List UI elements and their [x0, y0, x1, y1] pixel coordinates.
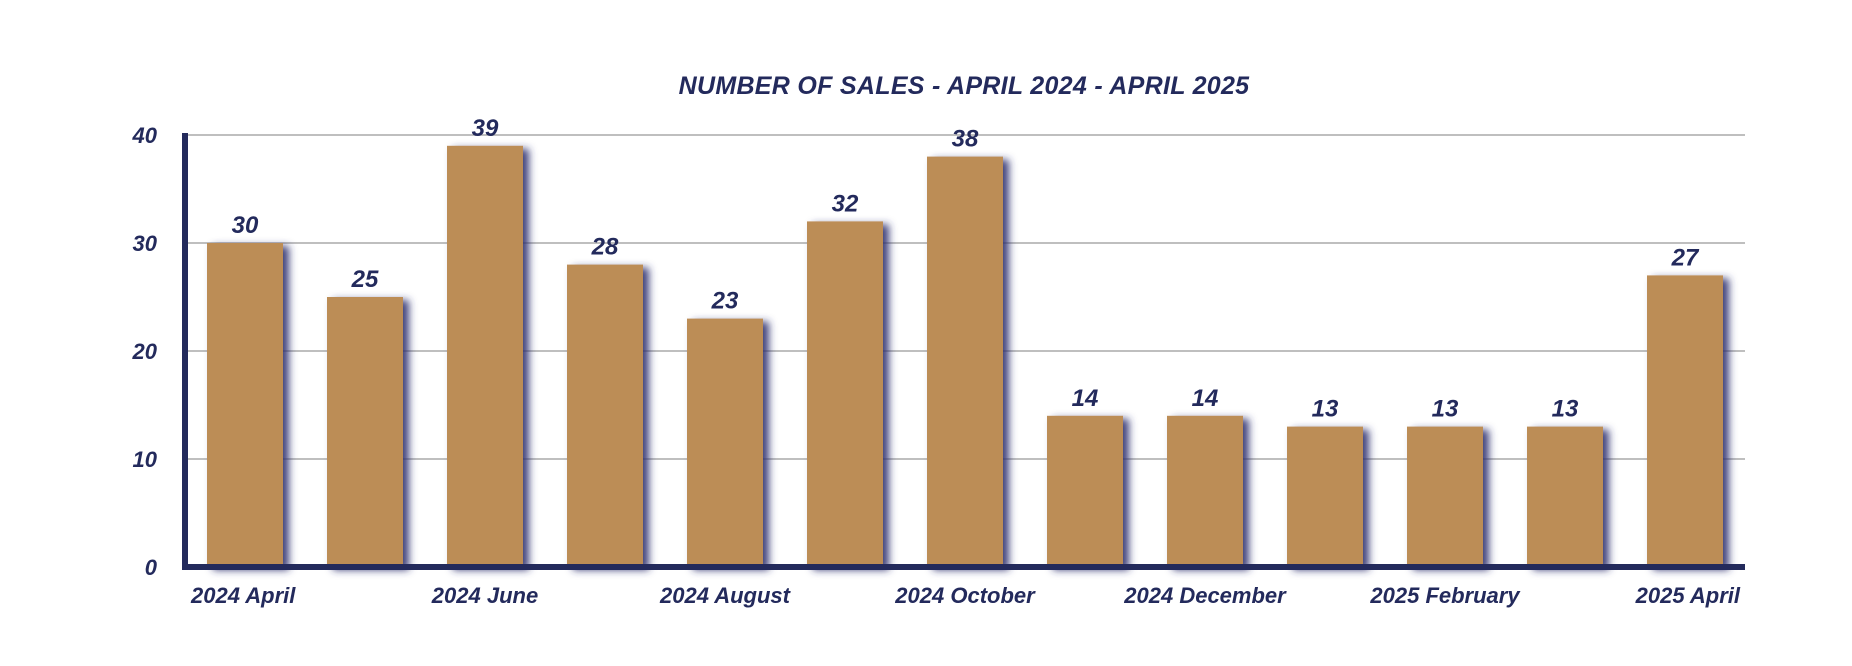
bar	[1287, 426, 1363, 567]
data-label: 28	[591, 234, 619, 261]
x-tick-label: 2024 June	[431, 583, 538, 608]
data-label: 14	[1072, 385, 1099, 412]
data-labels: 30 25 39 28 23 32 38 14 14 13 13 13 27	[232, 115, 1700, 423]
x-axis-ticks: 2024 April 2024 June 2024 August 2024 Octob…	[190, 583, 1741, 608]
data-label: 14	[1192, 385, 1219, 412]
chart-title: NUMBER OF SALES - APRIL 2024 - APRIL 202…	[679, 72, 1251, 100]
bar	[1047, 415, 1123, 567]
axes	[182, 133, 1745, 570]
y-tick-label: 20	[132, 339, 158, 364]
x-tick-label: 2025 February	[1369, 583, 1521, 608]
y-tick-label: 10	[133, 447, 158, 472]
data-label: 25	[351, 266, 379, 293]
data-label: 23	[711, 288, 739, 315]
x-tick-label: 2024 October	[894, 583, 1036, 608]
x-tick-label: 2024 April	[190, 583, 296, 608]
data-label: 27	[1671, 244, 1700, 271]
bars	[207, 145, 1723, 568]
data-label: 32	[832, 190, 859, 217]
data-label: 13	[1432, 396, 1459, 423]
y-tick-label: 0	[145, 555, 158, 580]
data-label: 30	[232, 212, 259, 239]
bar	[207, 243, 283, 567]
bar	[327, 297, 403, 567]
bar	[1527, 426, 1603, 567]
bar	[1647, 275, 1723, 567]
data-label: 13	[1312, 396, 1339, 423]
bar	[1407, 426, 1483, 567]
bar	[1167, 415, 1243, 567]
x-tick-label: 2024 August	[659, 583, 792, 608]
bar	[927, 156, 1003, 567]
data-label: 39	[472, 115, 499, 142]
y-axis-ticks: 0 10 20 30 40	[132, 123, 158, 580]
bar	[807, 221, 883, 567]
bar	[447, 145, 523, 568]
data-label: 13	[1552, 396, 1579, 423]
data-label: 38	[952, 126, 979, 153]
x-tick-label: 2024 December	[1123, 583, 1287, 608]
bar	[687, 318, 763, 567]
bar	[567, 264, 643, 567]
x-tick-label: 2025 April	[1635, 583, 1741, 608]
y-tick-label: 40	[132, 123, 158, 148]
y-tick-label: 30	[133, 231, 158, 256]
